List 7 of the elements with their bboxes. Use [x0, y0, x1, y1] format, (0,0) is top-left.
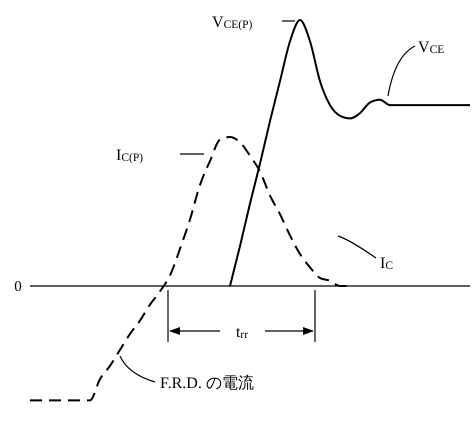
ref-line-label: 0 [14, 279, 22, 295]
annotation: F.R.D. の電流 [160, 374, 254, 392]
annotation: IC(P) [116, 147, 144, 164]
annotation: trr [236, 324, 248, 342]
annotation: IC [380, 255, 394, 272]
annotation: VCE [418, 39, 444, 56]
annotation: VCE(P) [212, 14, 253, 32]
